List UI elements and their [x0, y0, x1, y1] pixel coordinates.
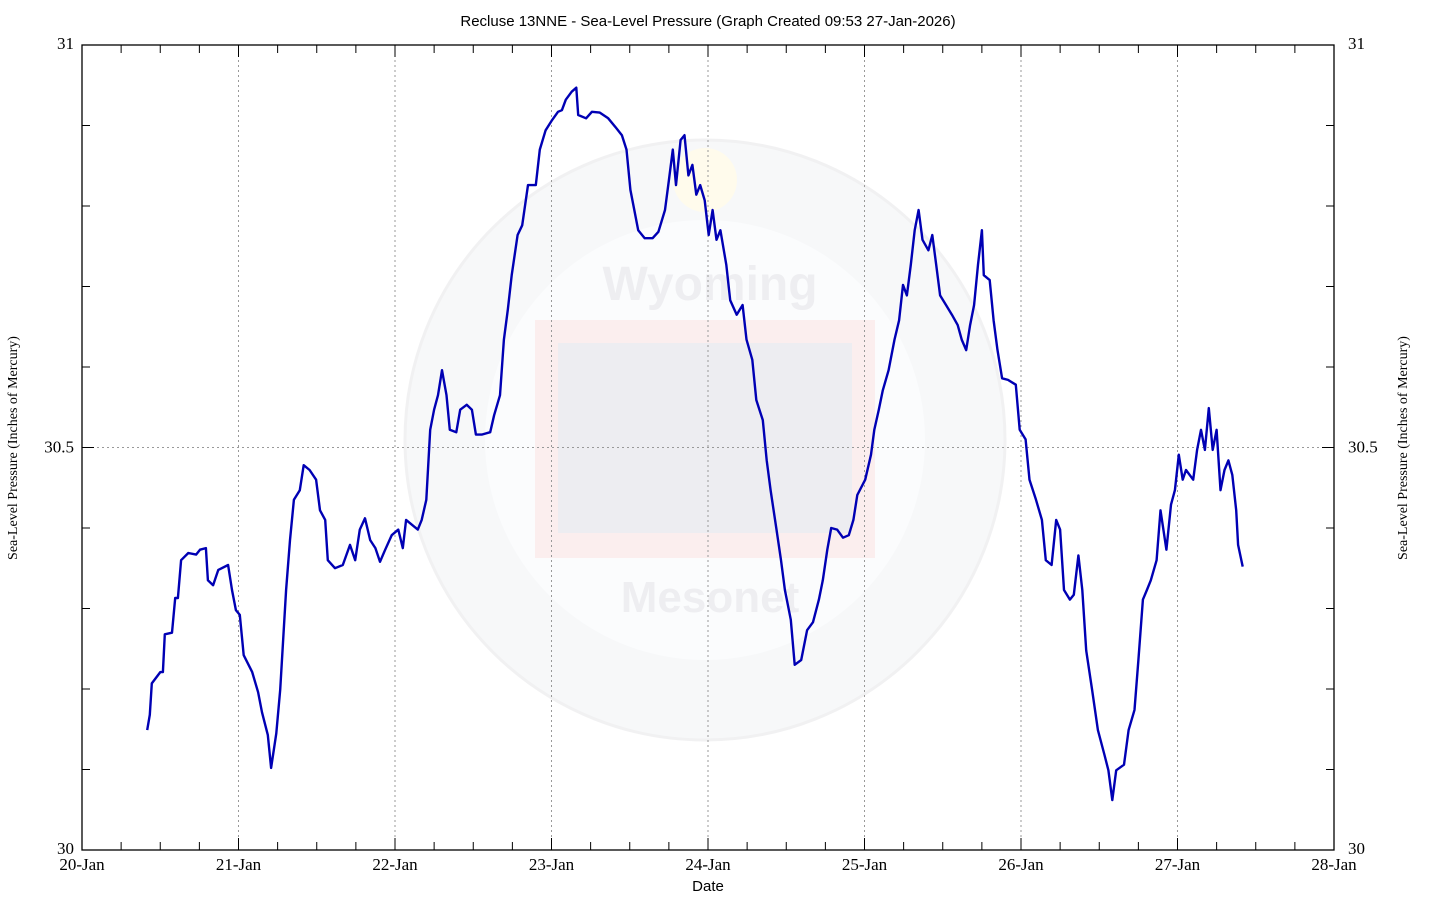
- grid-lines: [82, 45, 1334, 850]
- pressure-series-line: [146, 86, 1244, 802]
- x-tick-label: 20-Jan: [59, 855, 105, 874]
- y-tick-label-right: 31: [1348, 34, 1365, 53]
- x-tick-label: 24-Jan: [685, 855, 731, 874]
- y-tick-labels: 30 30 30.5 30.5 31 31: [44, 34, 1378, 858]
- x-tick-labels: 20-Jan 21-Jan 22-Jan 23-Jan 24-Jan 25-Jan 26-J…: [59, 855, 1357, 874]
- y-tick-label-left: 30.5: [44, 438, 74, 457]
- watermark-logo: Wyoming Mesonet: [403, 138, 1007, 742]
- x-tick-label: 23-Jan: [529, 855, 575, 874]
- x-axis-label: Date: [692, 878, 724, 895]
- chart-title: Recluse 13NNE - Sea-Level Pressure (Grap…: [460, 13, 955, 30]
- x-tick-label: 26-Jan: [998, 855, 1044, 874]
- x-tick-label: 28-Jan: [1311, 855, 1357, 874]
- x-tick-label: 21-Jan: [216, 855, 262, 874]
- y-tick-label-left: 30: [57, 839, 74, 858]
- y-axis-label-left: Sea-Level Pressure (Inches of Mercury): [6, 336, 21, 560]
- y-tick-label-right: 30: [1348, 839, 1365, 858]
- y-tick-label-right: 30.5: [1348, 438, 1378, 457]
- axis-ticks: [81, 44, 1335, 851]
- y-axis-label-right: Sea-Level Pressure (Inches of Mercury): [1396, 336, 1411, 560]
- svg-text:Mesonet: Mesonet: [621, 573, 800, 622]
- svg-text:Wyoming: Wyoming: [602, 258, 817, 311]
- x-tick-label: 27-Jan: [1155, 855, 1201, 874]
- x-tick-label: 22-Jan: [372, 855, 418, 874]
- x-tick-label: 25-Jan: [842, 855, 888, 874]
- y-tick-label-left: 31: [57, 34, 74, 53]
